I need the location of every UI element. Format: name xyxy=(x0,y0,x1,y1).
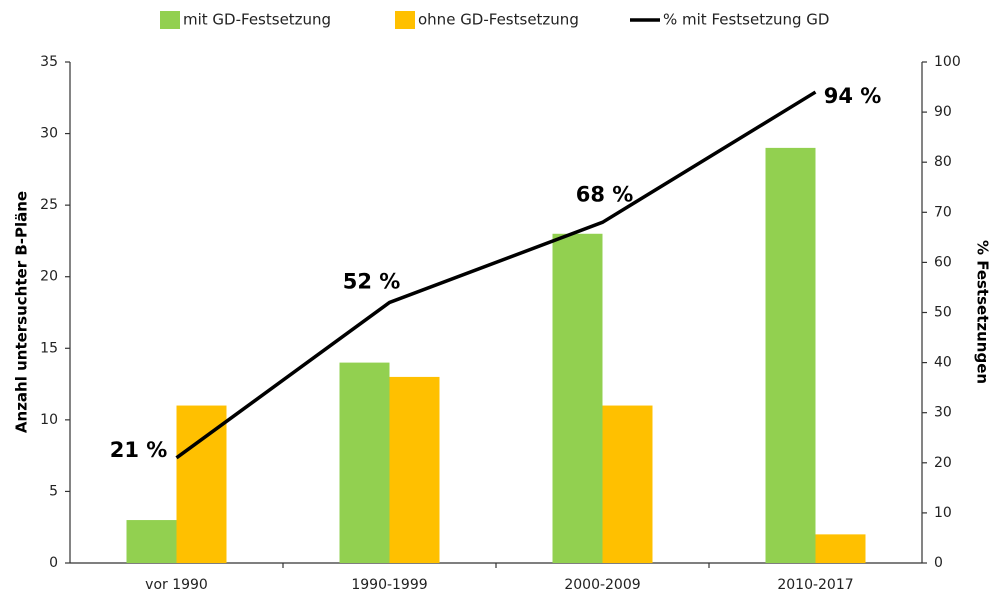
y-tick-label: 5 xyxy=(49,483,58,499)
y-tick-label: 35 xyxy=(40,54,58,70)
data-label: 52 % xyxy=(343,269,401,293)
legend-label: mit GD-Festsetzung xyxy=(183,11,331,29)
y2-tick-label: 70 xyxy=(934,204,952,220)
bar xyxy=(602,405,653,563)
bar xyxy=(552,233,603,563)
x-tick-label: vor 1990 xyxy=(145,577,208,593)
bar xyxy=(389,376,440,563)
y2-tick-label: 90 xyxy=(934,104,952,120)
y2-tick-label: 0 xyxy=(934,555,943,571)
x-tick-label: 1990-1999 xyxy=(351,577,427,593)
data-label: 21 % xyxy=(110,438,168,462)
y2-tick-label: 80 xyxy=(934,154,952,170)
legend-swatch xyxy=(395,11,415,29)
data-label: 68 % xyxy=(576,182,634,206)
y2-tick-label: 60 xyxy=(934,254,952,270)
legend-swatch xyxy=(160,11,180,29)
bar xyxy=(815,534,866,563)
data-label: 94 % xyxy=(824,84,882,108)
line xyxy=(175,90,817,460)
y2-tick-label: 10 xyxy=(934,505,952,521)
y2-tick-label: 100 xyxy=(934,54,961,70)
y-tick-label: 15 xyxy=(40,340,58,356)
bar xyxy=(176,405,227,563)
y2-tick-label: 40 xyxy=(934,355,952,371)
y2-tick-label: 50 xyxy=(934,305,952,321)
y-tick-label: 25 xyxy=(40,197,58,213)
y-axis-label: Anzahl untersuchter B-Pläne xyxy=(13,191,31,433)
y-tick-label: 30 xyxy=(40,126,58,142)
y2-tick-label: 20 xyxy=(934,455,952,471)
x-tick-label: 2010-2017 xyxy=(777,577,853,593)
y2-axis-label: % Festsetzungen xyxy=(974,240,992,384)
legend-label: % mit Festsetzung GD xyxy=(663,11,829,29)
bar xyxy=(126,520,177,563)
x-tick-label: 2000-2009 xyxy=(564,577,640,593)
y-tick-label: 0 xyxy=(49,555,58,571)
y-tick-label: 20 xyxy=(40,269,58,285)
bar xyxy=(339,362,390,563)
y2-tick-label: 30 xyxy=(934,405,952,421)
bar xyxy=(765,147,816,563)
legend-label: ohne GD-Festsetzung xyxy=(418,11,579,29)
y-tick-label: 10 xyxy=(40,412,58,428)
